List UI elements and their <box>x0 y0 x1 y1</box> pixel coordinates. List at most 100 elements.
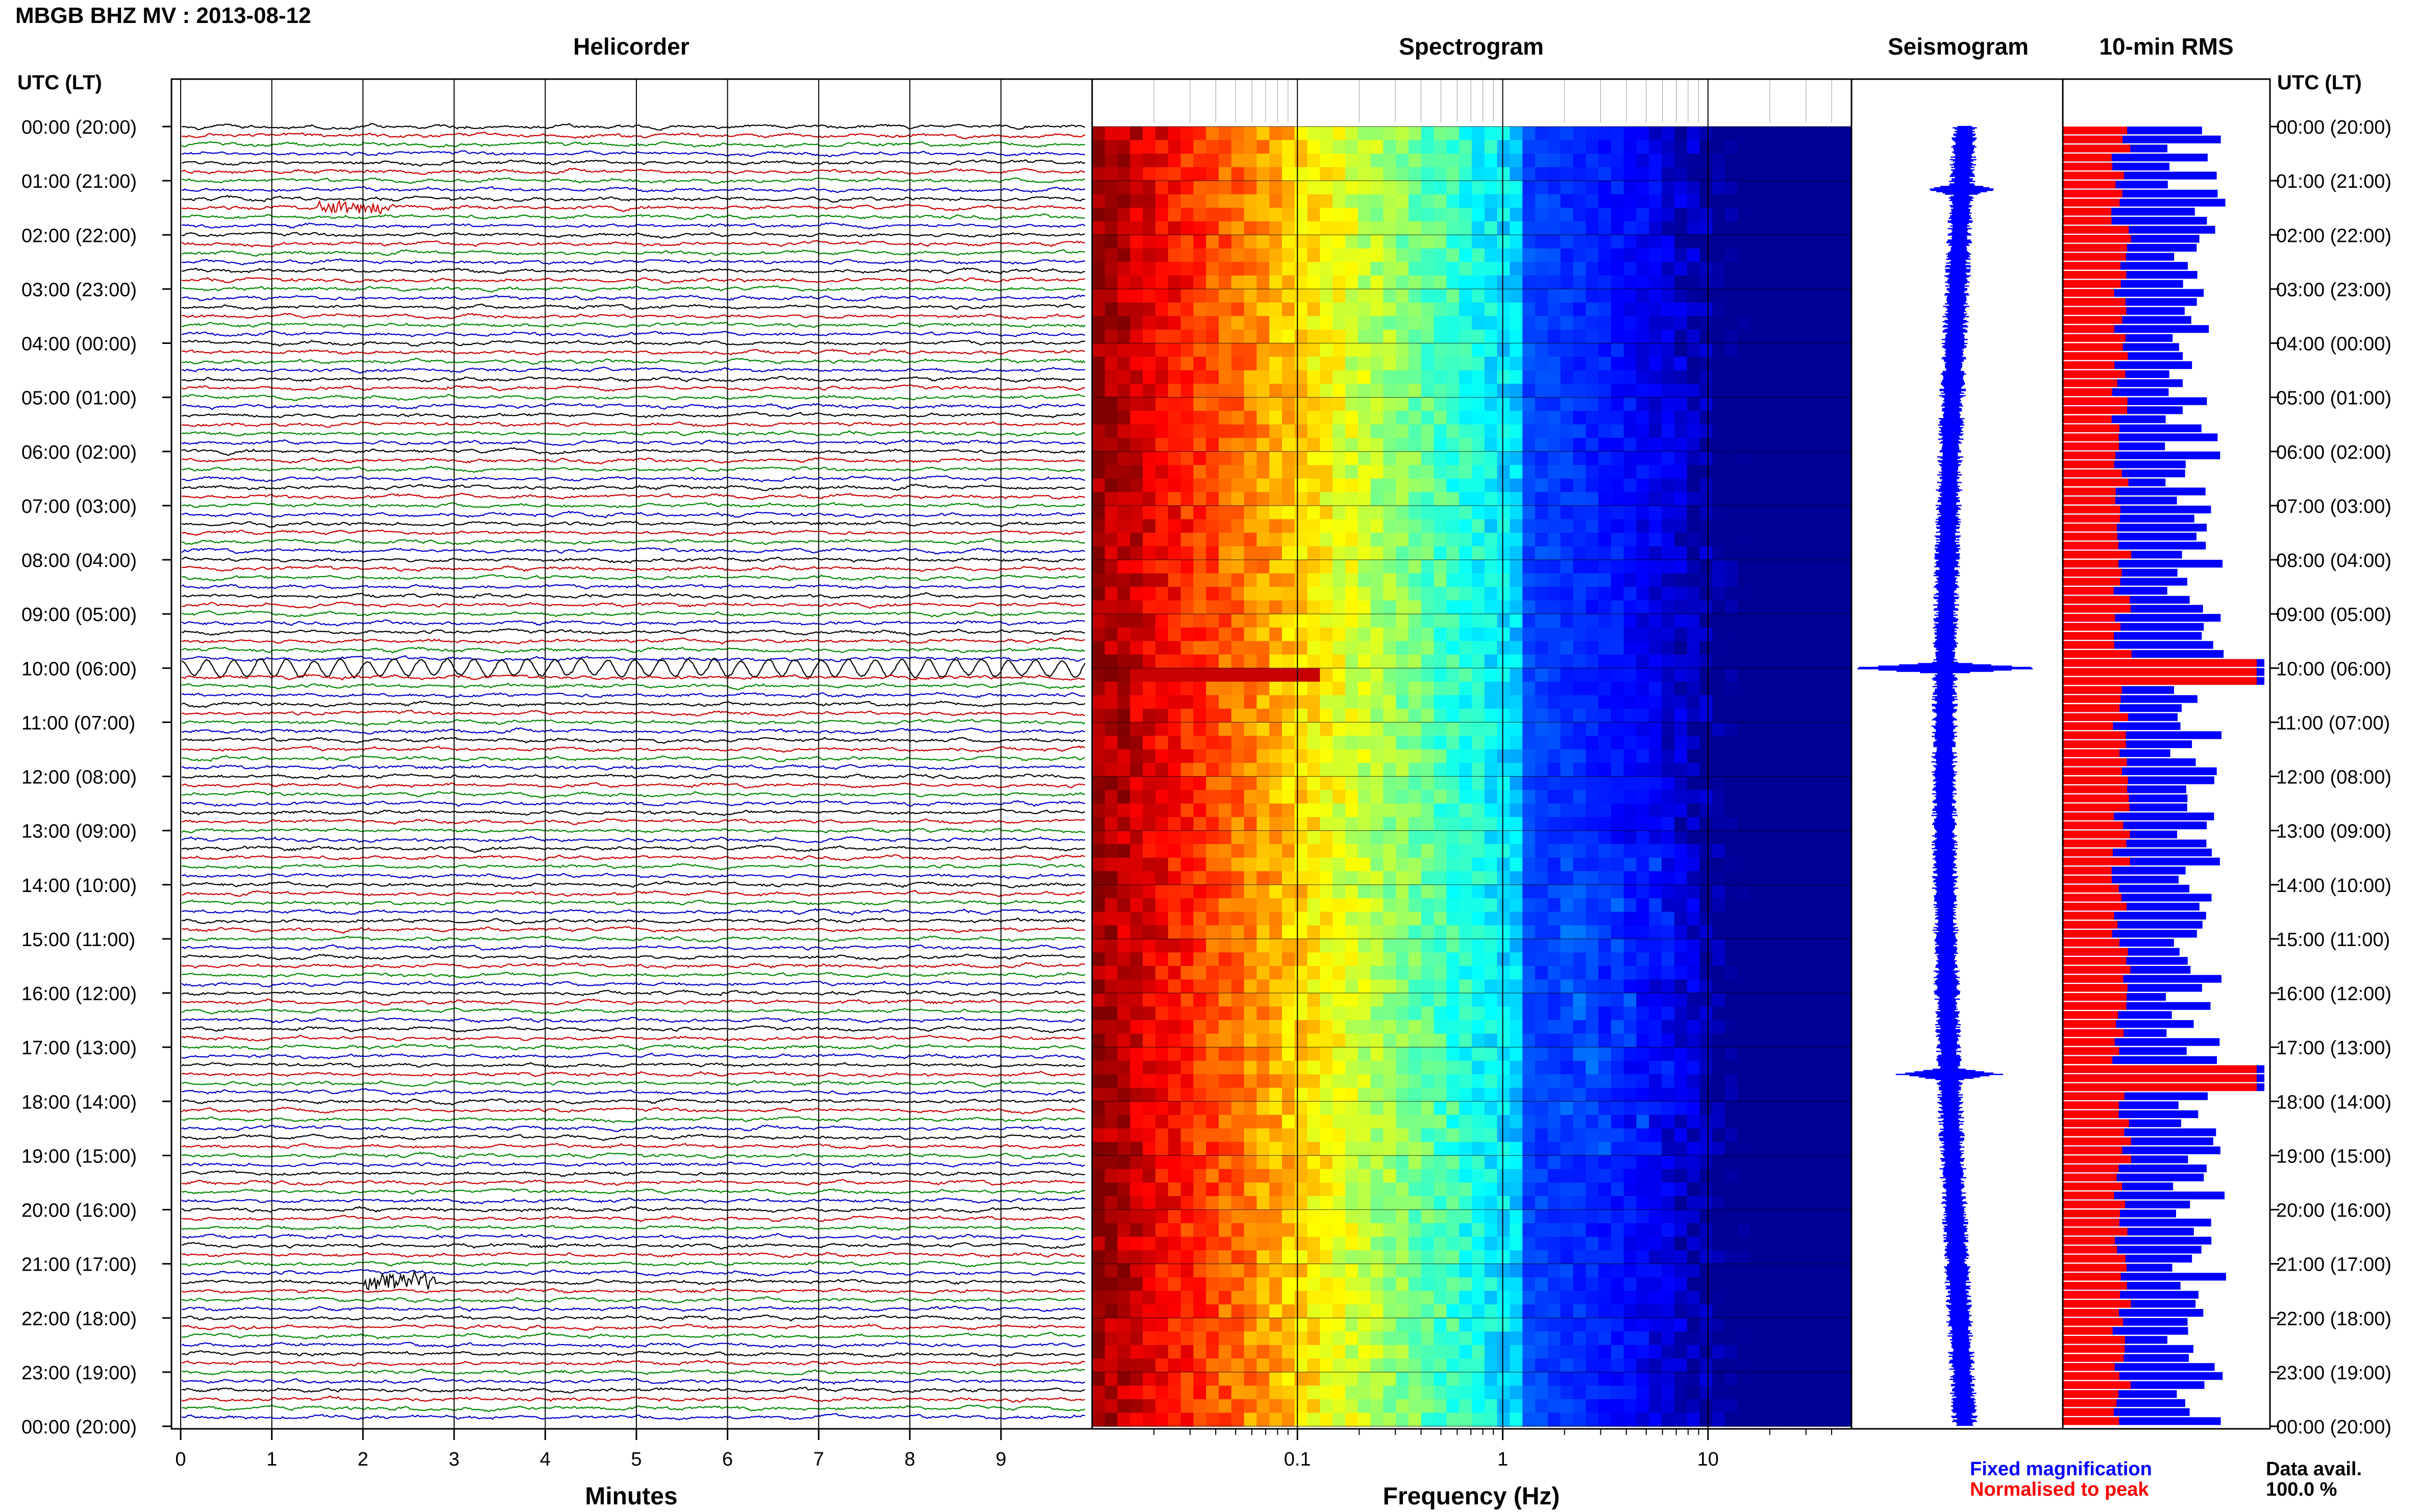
spectrogram-cell <box>1800 465 1814 479</box>
spectrogram-cell <box>1332 1101 1346 1116</box>
spectrogram-cell <box>1497 979 1511 994</box>
spectrogram-cell <box>1320 803 1333 817</box>
spectrogram-cell <box>1712 952 1725 966</box>
spectrogram-cell <box>1737 681 1751 696</box>
spectrogram-cell <box>1421 681 1435 696</box>
spectrogram-cell <box>1459 830 1472 845</box>
spectrogram-cell <box>1813 587 1827 601</box>
spectrogram-cell <box>1788 735 1801 750</box>
spectrogram-cell <box>1662 817 1675 831</box>
spectrogram-cell <box>1409 302 1422 317</box>
spectrogram-cell <box>1269 492 1282 506</box>
spectrogram-cell <box>1104 140 1118 154</box>
spectrogram-cell <box>1193 681 1206 696</box>
spectrogram-cell <box>1320 627 1333 641</box>
spectrogram-cell <box>1256 871 1270 885</box>
spectrogram-cell <box>1800 316 1814 330</box>
spectrogram-cell <box>1725 1033 1738 1048</box>
spectrogram-cell <box>1219 1087 1232 1102</box>
spectrogram-cell <box>1598 560 1612 574</box>
spectrogram-cell <box>1446 965 1460 980</box>
spectrogram-cell <box>1396 627 1409 641</box>
spectrogram-cell <box>1522 546 1536 560</box>
spectrogram-cell <box>1117 803 1131 817</box>
spectrogram-cell <box>1763 1196 1776 1210</box>
spectrogram-cell <box>1788 505 1801 520</box>
spectrogram-cell <box>1219 1114 1232 1129</box>
spectrogram-cell <box>1155 1087 1169 1102</box>
spectrogram-cell <box>1535 952 1548 966</box>
spectrogram-cell <box>1155 235 1169 249</box>
helicorder-trace <box>181 1179 1085 1186</box>
spectrogram-cell <box>1092 330 1105 344</box>
spectrogram-cell <box>1370 587 1384 601</box>
spectrogram-cell <box>1712 478 1725 493</box>
spectrogram-cell <box>1143 532 1156 547</box>
spectrogram-cell <box>1472 140 1485 154</box>
spectrogram-cell <box>1193 275 1206 290</box>
spectrogram-cell <box>1294 1182 1308 1197</box>
spectrogram-cell <box>1409 1060 1422 1075</box>
spectrogram-cell <box>1092 776 1105 790</box>
spectrogram-cell <box>1623 790 1637 804</box>
spectrogram-cell <box>1674 194 1688 208</box>
spectrogram-cell <box>1472 735 1485 750</box>
spectrogram-cell <box>1497 465 1511 479</box>
spectrogram-cell <box>1813 357 1827 371</box>
spectrogram-cell <box>1396 681 1409 696</box>
spectrogram-cell <box>1687 127 1700 141</box>
spectrogram-cell <box>1155 478 1169 493</box>
spectrogram-cell <box>1839 1182 1852 1197</box>
spectrogram-cell <box>1092 546 1105 560</box>
spectrogram-cell <box>1750 993 1764 1007</box>
spectrogram-cell <box>1497 208 1511 222</box>
helicorder-trace <box>181 1350 1085 1358</box>
helicorder-trace <box>181 285 1085 293</box>
spectrogram-cell <box>1244 262 1257 276</box>
spectrogram-cell <box>1636 289 1649 303</box>
spectrogram-cell <box>1434 871 1447 885</box>
spectrogram-cell <box>1193 614 1206 628</box>
spectrogram-cell <box>1421 370 1435 384</box>
spectrogram-cell <box>1547 965 1561 980</box>
spectrogram-cell <box>1383 221 1396 235</box>
spectrogram-cell <box>1117 370 1131 384</box>
spectrogram-cell <box>1623 965 1637 980</box>
helicorder-trace <box>181 1224 1085 1231</box>
spectrogram-cell <box>1383 790 1396 804</box>
spectrogram-cell <box>1472 519 1485 533</box>
spectrogram-cell <box>1687 357 1700 371</box>
helicorder-trace <box>181 357 1085 365</box>
helicorder-trace <box>181 592 1085 600</box>
spectrogram-cell <box>1357 1101 1371 1116</box>
spectrogram-cell <box>1687 1196 1700 1210</box>
spectrogram-cell <box>1611 884 1624 899</box>
spectrogram-cell <box>1510 790 1523 804</box>
helicorder-trace <box>181 863 1085 871</box>
spectrogram-cell <box>1219 505 1232 520</box>
spectrogram-cell <box>1573 532 1586 547</box>
spectrogram-cell <box>1636 1101 1649 1116</box>
spectrogram-cell <box>1725 925 1738 939</box>
spectrogram-cell <box>1560 722 1574 736</box>
spectrogram-cell <box>1560 790 1574 804</box>
spectrogram-cell <box>1611 370 1624 384</box>
spectrogram-cell <box>1320 357 1333 371</box>
spectrogram-cell <box>1332 302 1346 317</box>
spectrogram-cell <box>1775 695 1789 709</box>
spectrogram-cell <box>1244 722 1257 736</box>
spectrogram-cell <box>1168 1114 1181 1129</box>
spectrogram-cell <box>1522 384 1536 398</box>
spectrogram-cell <box>1206 262 1219 276</box>
spectrogram-cell <box>1155 451 1169 466</box>
spectrogram-cell <box>1535 1209 1548 1224</box>
spectrogram-cell <box>1826 560 1839 574</box>
spectrogram-cell <box>1219 167 1232 181</box>
spectrogram-cell <box>1510 451 1523 466</box>
spectrogram-cell <box>1383 695 1396 709</box>
spectrogram-cell <box>1143 830 1156 845</box>
spectrogram-cell <box>1282 384 1295 398</box>
spectrogram-cell <box>1472 1114 1485 1129</box>
spectrogram-cell <box>1737 763 1751 777</box>
spectrogram-cell <box>1674 505 1688 520</box>
